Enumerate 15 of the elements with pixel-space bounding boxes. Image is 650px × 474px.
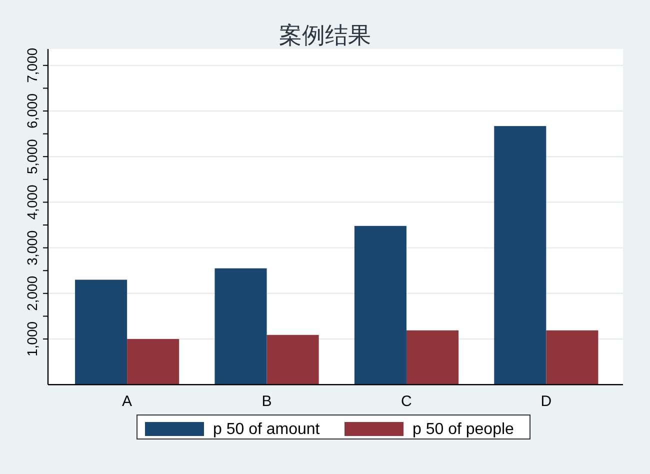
title: 案例结果 xyxy=(279,22,371,48)
y-tick-label: 1,000 xyxy=(24,321,40,357)
x-tick-label: C xyxy=(401,393,412,410)
y-tick-label: 4,000 xyxy=(24,184,40,220)
y-tick-label: 2,000 xyxy=(24,276,40,311)
legend: p 50 of amount p 50 of people xyxy=(136,414,530,440)
y-tick-label: 3,000 xyxy=(24,230,40,266)
y-tick-label: 5,000 xyxy=(24,138,40,174)
y-tick-label: 7,000 xyxy=(24,48,40,83)
legend-label: p 50 of people xyxy=(412,421,514,438)
x-tick-label: B xyxy=(262,393,272,410)
legend-label: p 50 of amount xyxy=(213,421,320,438)
y-tick-label: 6,000 xyxy=(24,93,40,129)
x-tick-label: A xyxy=(122,393,132,410)
x-tick-label: D xyxy=(540,393,552,410)
